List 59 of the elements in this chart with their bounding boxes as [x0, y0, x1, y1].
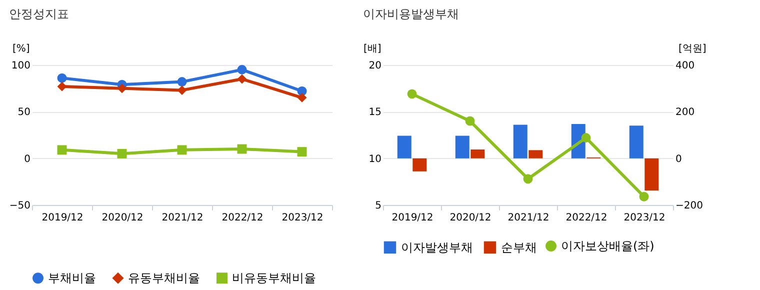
- x-tick-label: 2021/12: [162, 212, 204, 224]
- point: [117, 84, 127, 94]
- x-tick-label: 2023/12: [282, 212, 324, 224]
- y-tick-label: 20: [368, 60, 382, 72]
- point: [523, 174, 533, 184]
- bar: [470, 149, 485, 158]
- y2-tick-label: 400: [676, 60, 695, 72]
- legend-label: 순부채: [501, 240, 537, 254]
- x-tick-label: 2022/12: [222, 212, 264, 224]
- y-tick-label: 100: [11, 60, 30, 72]
- point: [407, 89, 417, 99]
- x-tick-label: 2022/12: [566, 212, 608, 224]
- point: [237, 64, 247, 74]
- point: [117, 148, 127, 158]
- bar: [513, 124, 528, 158]
- chart-title: 안정성지표: [8, 7, 69, 21]
- bar: [644, 158, 659, 191]
- y2-tick-label: 200: [676, 107, 695, 118]
- point: [297, 92, 307, 102]
- point: [177, 85, 187, 95]
- point: [57, 73, 67, 83]
- y-tick-label: −50: [9, 200, 30, 212]
- bar: [397, 136, 412, 158]
- x-tick-label: 2023/12: [624, 212, 666, 224]
- bar: [455, 136, 470, 158]
- bar: [629, 126, 644, 158]
- point: [639, 192, 649, 202]
- point: [237, 144, 247, 154]
- legend-label: 유동부채비율: [128, 271, 200, 286]
- y-tick-label: 10: [368, 154, 382, 165]
- point: [177, 145, 187, 155]
- y2-tick-label: 0: [676, 154, 682, 165]
- legend-label: 이자발생부채: [401, 240, 473, 254]
- bar: [412, 158, 427, 172]
- y-axis-title: [%]: [12, 44, 30, 54]
- y-tick-label: 5: [375, 200, 382, 212]
- point: [581, 133, 591, 143]
- y-tick-label: 50: [18, 107, 30, 118]
- point: [465, 116, 475, 126]
- y-tick-label: 15: [368, 107, 382, 118]
- point: [237, 74, 247, 84]
- y2-tick-label: −200: [676, 200, 703, 212]
- legend-label: 이자보상배율(좌): [561, 239, 654, 253]
- chart-title: 이자비용발생부채: [363, 7, 459, 21]
- x-tick-label: 2019/12: [42, 212, 84, 224]
- point: [57, 145, 67, 155]
- x-tick-label: 2020/12: [102, 212, 144, 224]
- point: [297, 147, 307, 157]
- y-tick-label: 0: [24, 154, 30, 165]
- legend-label: 비유동부채비율: [232, 271, 316, 286]
- point: [177, 77, 187, 87]
- point: [57, 82, 67, 92]
- x-tick-label: 2019/12: [392, 212, 434, 224]
- bar: [528, 150, 543, 158]
- x-tick-label: 2021/12: [508, 212, 550, 224]
- legend-label: 부채비율: [48, 271, 96, 286]
- x-tick-label: 2020/12: [450, 212, 492, 224]
- y2-axis-title: [억원]: [678, 44, 706, 54]
- y-axis-title: [배]: [364, 44, 382, 54]
